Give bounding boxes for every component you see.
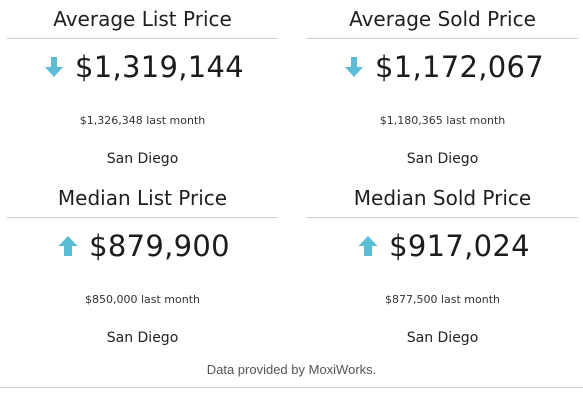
value-row: $1,319,144 — [7, 41, 278, 93]
value-row: $917,024 — [307, 220, 578, 272]
arrow-down-icon — [341, 54, 367, 80]
divider — [0, 387, 583, 388]
price-value: $917,024 — [389, 229, 530, 263]
location-label: San Diego — [406, 330, 479, 346]
last-month-value: $877,500 last month — [384, 293, 501, 306]
data-attribution: Data provided by MoxiWorks. — [206, 362, 377, 377]
stat-card-average-list-price: Average List Price $1,319,144 $1,326,348… — [7, 0, 278, 169]
card-title: Average List Price — [7, 0, 278, 39]
arrow-up-icon — [355, 233, 381, 259]
card-title: Average Sold Price — [307, 0, 578, 39]
location-label: San Diego — [106, 330, 179, 346]
stat-card-average-sold-price: Average Sold Price $1,172,067 $1,180,365… — [307, 0, 578, 169]
value-row: $1,172,067 — [307, 41, 578, 93]
stat-card-median-sold-price: Median Sold Price $917,024 $877,500 last… — [307, 179, 578, 348]
stat-card-median-list-price: Median List Price $879,900 $850,000 last… — [7, 179, 278, 348]
last-month-value: $1,180,365 last month — [379, 114, 506, 127]
arrow-down-icon — [41, 54, 67, 80]
card-title: Median List Price — [7, 179, 278, 218]
price-value: $1,172,067 — [374, 50, 545, 84]
price-value: $879,900 — [89, 229, 230, 263]
value-row: $879,900 — [7, 220, 278, 272]
last-month-value: $1,326,348 last month — [79, 114, 206, 127]
arrow-up-icon — [55, 233, 81, 259]
price-value: $1,319,144 — [74, 50, 245, 84]
location-label: San Diego — [406, 151, 479, 167]
location-label: San Diego — [106, 151, 179, 167]
card-title: Median Sold Price — [307, 179, 578, 218]
last-month-value: $850,000 last month — [84, 293, 201, 306]
